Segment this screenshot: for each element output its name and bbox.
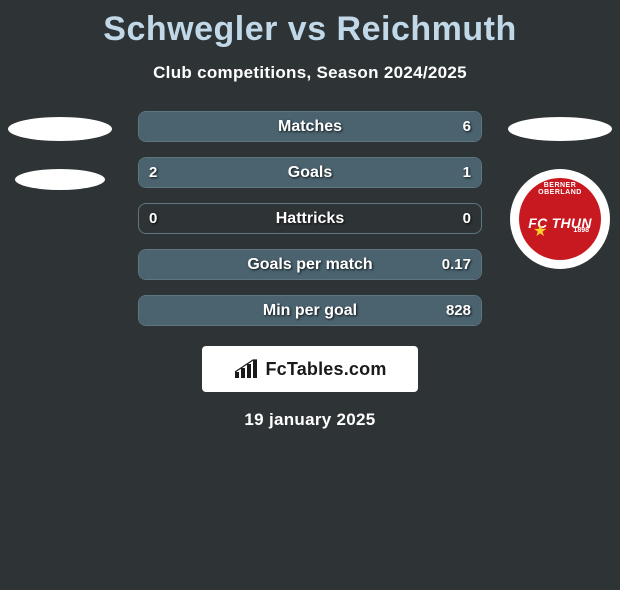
club-logo-star-icon: ★ [533, 224, 547, 240]
bars-icon [233, 358, 259, 380]
stat-value-right: 0 [463, 204, 471, 233]
stat-label: Goals per match [139, 250, 481, 279]
page-title: Schwegler vs Reichmuth [0, 10, 620, 49]
footer-brand-text: FcTables.com [265, 359, 386, 380]
stat-value-right: 6 [463, 112, 471, 141]
right-player-badges: BERNER OBERLAND FC THUN ★ 1898 [500, 111, 620, 269]
club-logo-year: 1898 [573, 227, 589, 234]
stat-value-right: 828 [446, 296, 471, 325]
stat-bar: Matches6 [138, 111, 482, 142]
stat-bars-container: Matches6 2Goals1 0Hattricks0 Goals per matc… [138, 111, 482, 326]
club-logo-arc-text: BERNER OBERLAND [522, 182, 598, 196]
stat-bar: 0Hattricks0 [138, 203, 482, 234]
stat-label: Min per goal [139, 296, 481, 325]
left-player-badges [0, 111, 120, 190]
stat-label: Hattricks [139, 204, 481, 233]
stats-area: BERNER OBERLAND FC THUN ★ 1898 Matches6 2… [0, 111, 620, 326]
right-badge-oval-large [508, 117, 612, 141]
date-label: 19 january 2025 [0, 410, 620, 430]
stat-label: Goals [139, 158, 481, 187]
club-logo-inner: BERNER OBERLAND FC THUN ★ 1898 [519, 178, 601, 260]
stat-label: Matches [139, 112, 481, 141]
subtitle: Club competitions, Season 2024/2025 [0, 63, 620, 83]
stat-bar: 2Goals1 [138, 157, 482, 188]
stat-value-right: 1 [463, 158, 471, 187]
footer-brand-logo: FcTables.com [202, 346, 418, 392]
stat-bar: Goals per match0.17 [138, 249, 482, 280]
left-badge-oval-small [15, 169, 105, 190]
club-logo: BERNER OBERLAND FC THUN ★ 1898 [510, 169, 610, 269]
stat-bar: Min per goal828 [138, 295, 482, 326]
stat-value-right: 0.17 [442, 250, 471, 279]
left-badge-oval-large [8, 117, 112, 141]
